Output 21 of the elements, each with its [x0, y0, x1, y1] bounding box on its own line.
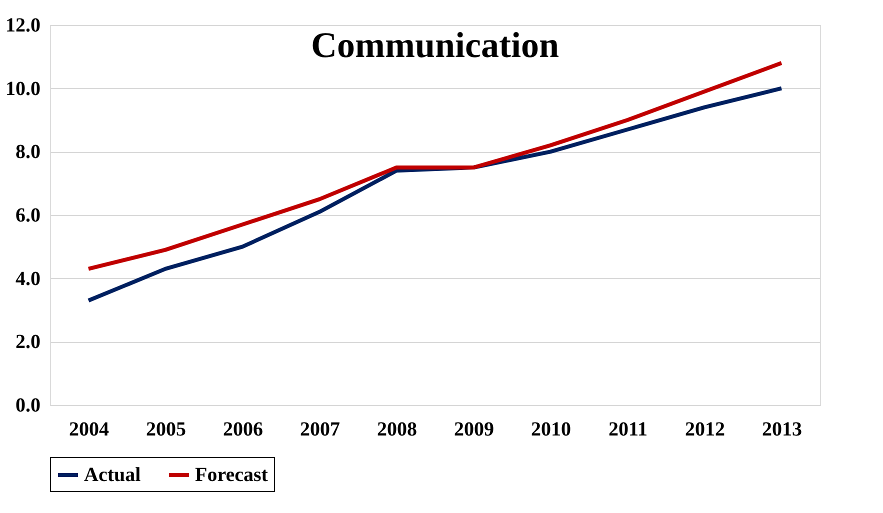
legend-label: Forecast	[195, 464, 268, 486]
y-tick-label: 10.0	[6, 78, 40, 100]
x-tick-label: 2007	[300, 418, 340, 440]
chart-title: Communication	[310, 25, 560, 65]
x-tick-label: 2008	[377, 418, 417, 440]
line-series	[86, 61, 784, 271]
x-tick-label: 2004	[69, 418, 109, 440]
x-tick-label: 2005	[146, 418, 186, 440]
x-tick-label: 2009	[454, 418, 494, 440]
x-tick-label: 2010	[531, 418, 571, 440]
x-tick-label: 2011	[608, 418, 648, 440]
y-tick-label: 8.0	[16, 141, 40, 164]
y-tick-label: 2.0	[16, 331, 40, 354]
legend-label: Actual	[84, 464, 142, 486]
x-tick-label: 2006	[223, 418, 263, 440]
y-tick-label: 6.0	[16, 204, 40, 226]
x-tick-label: 2013	[762, 418, 802, 440]
x-tick-label: 2012	[685, 418, 725, 440]
y-tick-label: 0.0	[16, 394, 40, 416]
y-tick-label: 4.0	[16, 268, 40, 290]
y-tick-label: 12.0	[6, 14, 40, 36]
